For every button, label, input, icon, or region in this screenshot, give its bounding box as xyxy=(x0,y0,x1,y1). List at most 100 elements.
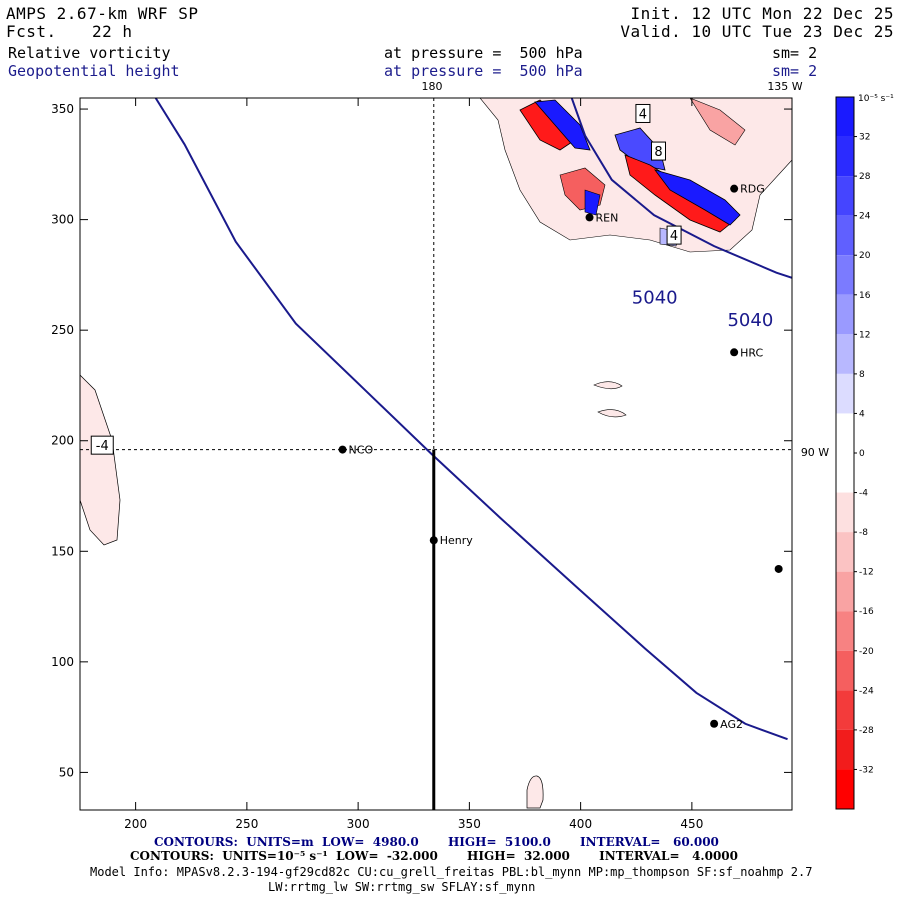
y-axis: 50 100 150 200 250 300 350 xyxy=(51,102,792,779)
contour-label-text: 8 xyxy=(654,145,662,160)
colorbar-label: -8 xyxy=(859,528,868,538)
colorbar-label: 16 xyxy=(859,291,871,301)
valid-time: Valid. 10 UTC Tue 23 Dec 25 xyxy=(620,22,894,41)
height-contour-5040 xyxy=(570,98,792,279)
y-tick-label: 250 xyxy=(51,323,74,337)
colorbar-unit: 10⁻⁵ s⁻¹ xyxy=(858,94,894,104)
model-title: AMPS 2.67-km WRF SP xyxy=(6,4,199,23)
station-label: HRC xyxy=(740,346,763,359)
contour-label-box xyxy=(635,103,651,123)
colorbar-swatch xyxy=(836,255,854,295)
field-geopotential: Geopotential height xyxy=(8,62,180,80)
station-marker xyxy=(338,445,347,454)
colorbar-label: 8 xyxy=(859,370,865,380)
init-time: Init. 12 UTC Mon 22 Dec 25 xyxy=(630,4,894,23)
colorbar-swatch xyxy=(836,294,854,335)
field-vorticity: Relative vorticity xyxy=(8,44,171,62)
colorbar-swatch xyxy=(836,413,854,453)
vorticity-band-blue-3 xyxy=(653,169,741,226)
station-label: AG2 xyxy=(720,718,743,731)
colorbar-label: 32 xyxy=(859,133,870,143)
x-tick-label: 450 xyxy=(680,817,703,831)
station-marker xyxy=(730,348,739,357)
footer-model-info: Model Info: MPASv8.2.3-194-gf29cd82c CU:… xyxy=(90,865,813,879)
contour-label-box xyxy=(651,141,666,161)
meridian-label-135w: 135 W xyxy=(767,80,802,93)
contour-label-text: 4 xyxy=(670,229,678,244)
station-marker xyxy=(774,564,783,573)
colorbar-swatch xyxy=(836,373,854,414)
contour-label-box xyxy=(90,435,114,455)
footer-radiation-info: LW:rrtmg_lw SW:rrtmg_sw SFLAY:sf_mynn xyxy=(268,880,536,894)
vorticity-patch-west xyxy=(80,374,121,546)
station-marker xyxy=(730,184,739,193)
forecast-hours: 22 h xyxy=(92,22,133,41)
colorbar-label: -28 xyxy=(859,726,874,736)
colorbar-label: 12 xyxy=(859,330,870,340)
contour-label-5040-a: 5040 xyxy=(632,288,678,309)
colorbar-swatch xyxy=(836,176,854,216)
station-marker xyxy=(710,719,719,728)
colorbar-swatch xyxy=(836,97,854,137)
colorbar-label: 28 xyxy=(859,172,871,182)
colorbar-swatch xyxy=(836,492,854,533)
colorbar-swatch xyxy=(836,136,854,177)
colorbar-swatch xyxy=(836,611,854,651)
stations: NCO Henry RDG HRC AG2 REN xyxy=(338,183,783,731)
y-tick-label: 300 xyxy=(51,213,74,227)
colorbar-label: -24 xyxy=(859,686,874,696)
meridian-label-90w: 90 W xyxy=(801,446,829,459)
vorticity-contour-labels: 4 8 4 -4 xyxy=(90,103,682,455)
colorbar-swatch xyxy=(836,769,854,809)
station-marker xyxy=(429,536,438,545)
vorticity-band-blue-4 xyxy=(584,189,601,216)
colorbar-swatch xyxy=(836,215,854,256)
x-tick-label: 400 xyxy=(569,817,592,831)
colorbar-label: 0 xyxy=(859,449,865,459)
colorbar-label: -16 xyxy=(859,607,874,617)
station-marker xyxy=(585,213,594,222)
colorbar-swatch xyxy=(836,650,854,691)
plot-frame xyxy=(79,97,793,811)
pressure-level-2: at pressure = 500 hPa xyxy=(384,62,583,80)
x-tick-label: 250 xyxy=(235,817,258,831)
meridian-label-180: 180 xyxy=(422,80,443,93)
height-contour-4980 xyxy=(154,98,788,741)
colorbar-label: 4 xyxy=(859,409,865,419)
forecast-label: Fcst. xyxy=(6,22,57,41)
vorticity-patch-south xyxy=(526,775,544,809)
vorticity-patch-small-1 xyxy=(593,381,623,390)
colorbar-swatch xyxy=(836,334,854,374)
x-tick-label: 200 xyxy=(124,817,147,831)
colorbar-label: 24 xyxy=(859,212,871,222)
vorticity-shading xyxy=(80,98,792,809)
x-axis: 200 250 300 350 400 450 xyxy=(124,98,703,831)
colorbar-swatch xyxy=(836,532,854,572)
station-label: Henry xyxy=(440,534,474,547)
colorbar-swatch xyxy=(836,453,854,493)
y-tick-label: 150 xyxy=(51,544,74,558)
y-tick-label: 350 xyxy=(51,102,74,116)
contour-label-box xyxy=(666,225,682,245)
colorbar-label: -20 xyxy=(859,647,874,657)
colorbar: 32 28 24 20 16 12 8 4 0 -4 -8 -12 -16 -20 -24 -28 -32 xyxy=(835,96,874,810)
y-tick-label: 50 xyxy=(59,765,74,779)
colorbar-swatch xyxy=(836,729,854,770)
vorticity-patch-small-2 xyxy=(597,409,627,418)
colorbar-label: -32 xyxy=(859,765,874,775)
colorbar-swatch xyxy=(836,571,854,612)
smoothing-2: sm= 2 xyxy=(772,62,818,80)
contour-label-text: 4 xyxy=(639,107,647,122)
vorticity-band-blue-1 xyxy=(534,99,591,151)
footer-vorticity-contours: CONTOURS: UNITS=10⁻⁵ s⁻¹ LOW= -32.000 HI… xyxy=(130,849,738,863)
vorticity-band-pink xyxy=(689,98,746,146)
station-label: REN xyxy=(596,211,619,224)
colorbar-label: -4 xyxy=(859,489,868,499)
colorbar-label: 20 xyxy=(859,251,871,261)
contour-label-5040-b: 5040 xyxy=(727,310,773,331)
y-tick-label: 100 xyxy=(51,655,74,669)
contour-label-text: -4 xyxy=(96,439,109,454)
x-tick-label: 300 xyxy=(347,817,370,831)
station-label: NCO xyxy=(349,444,374,457)
